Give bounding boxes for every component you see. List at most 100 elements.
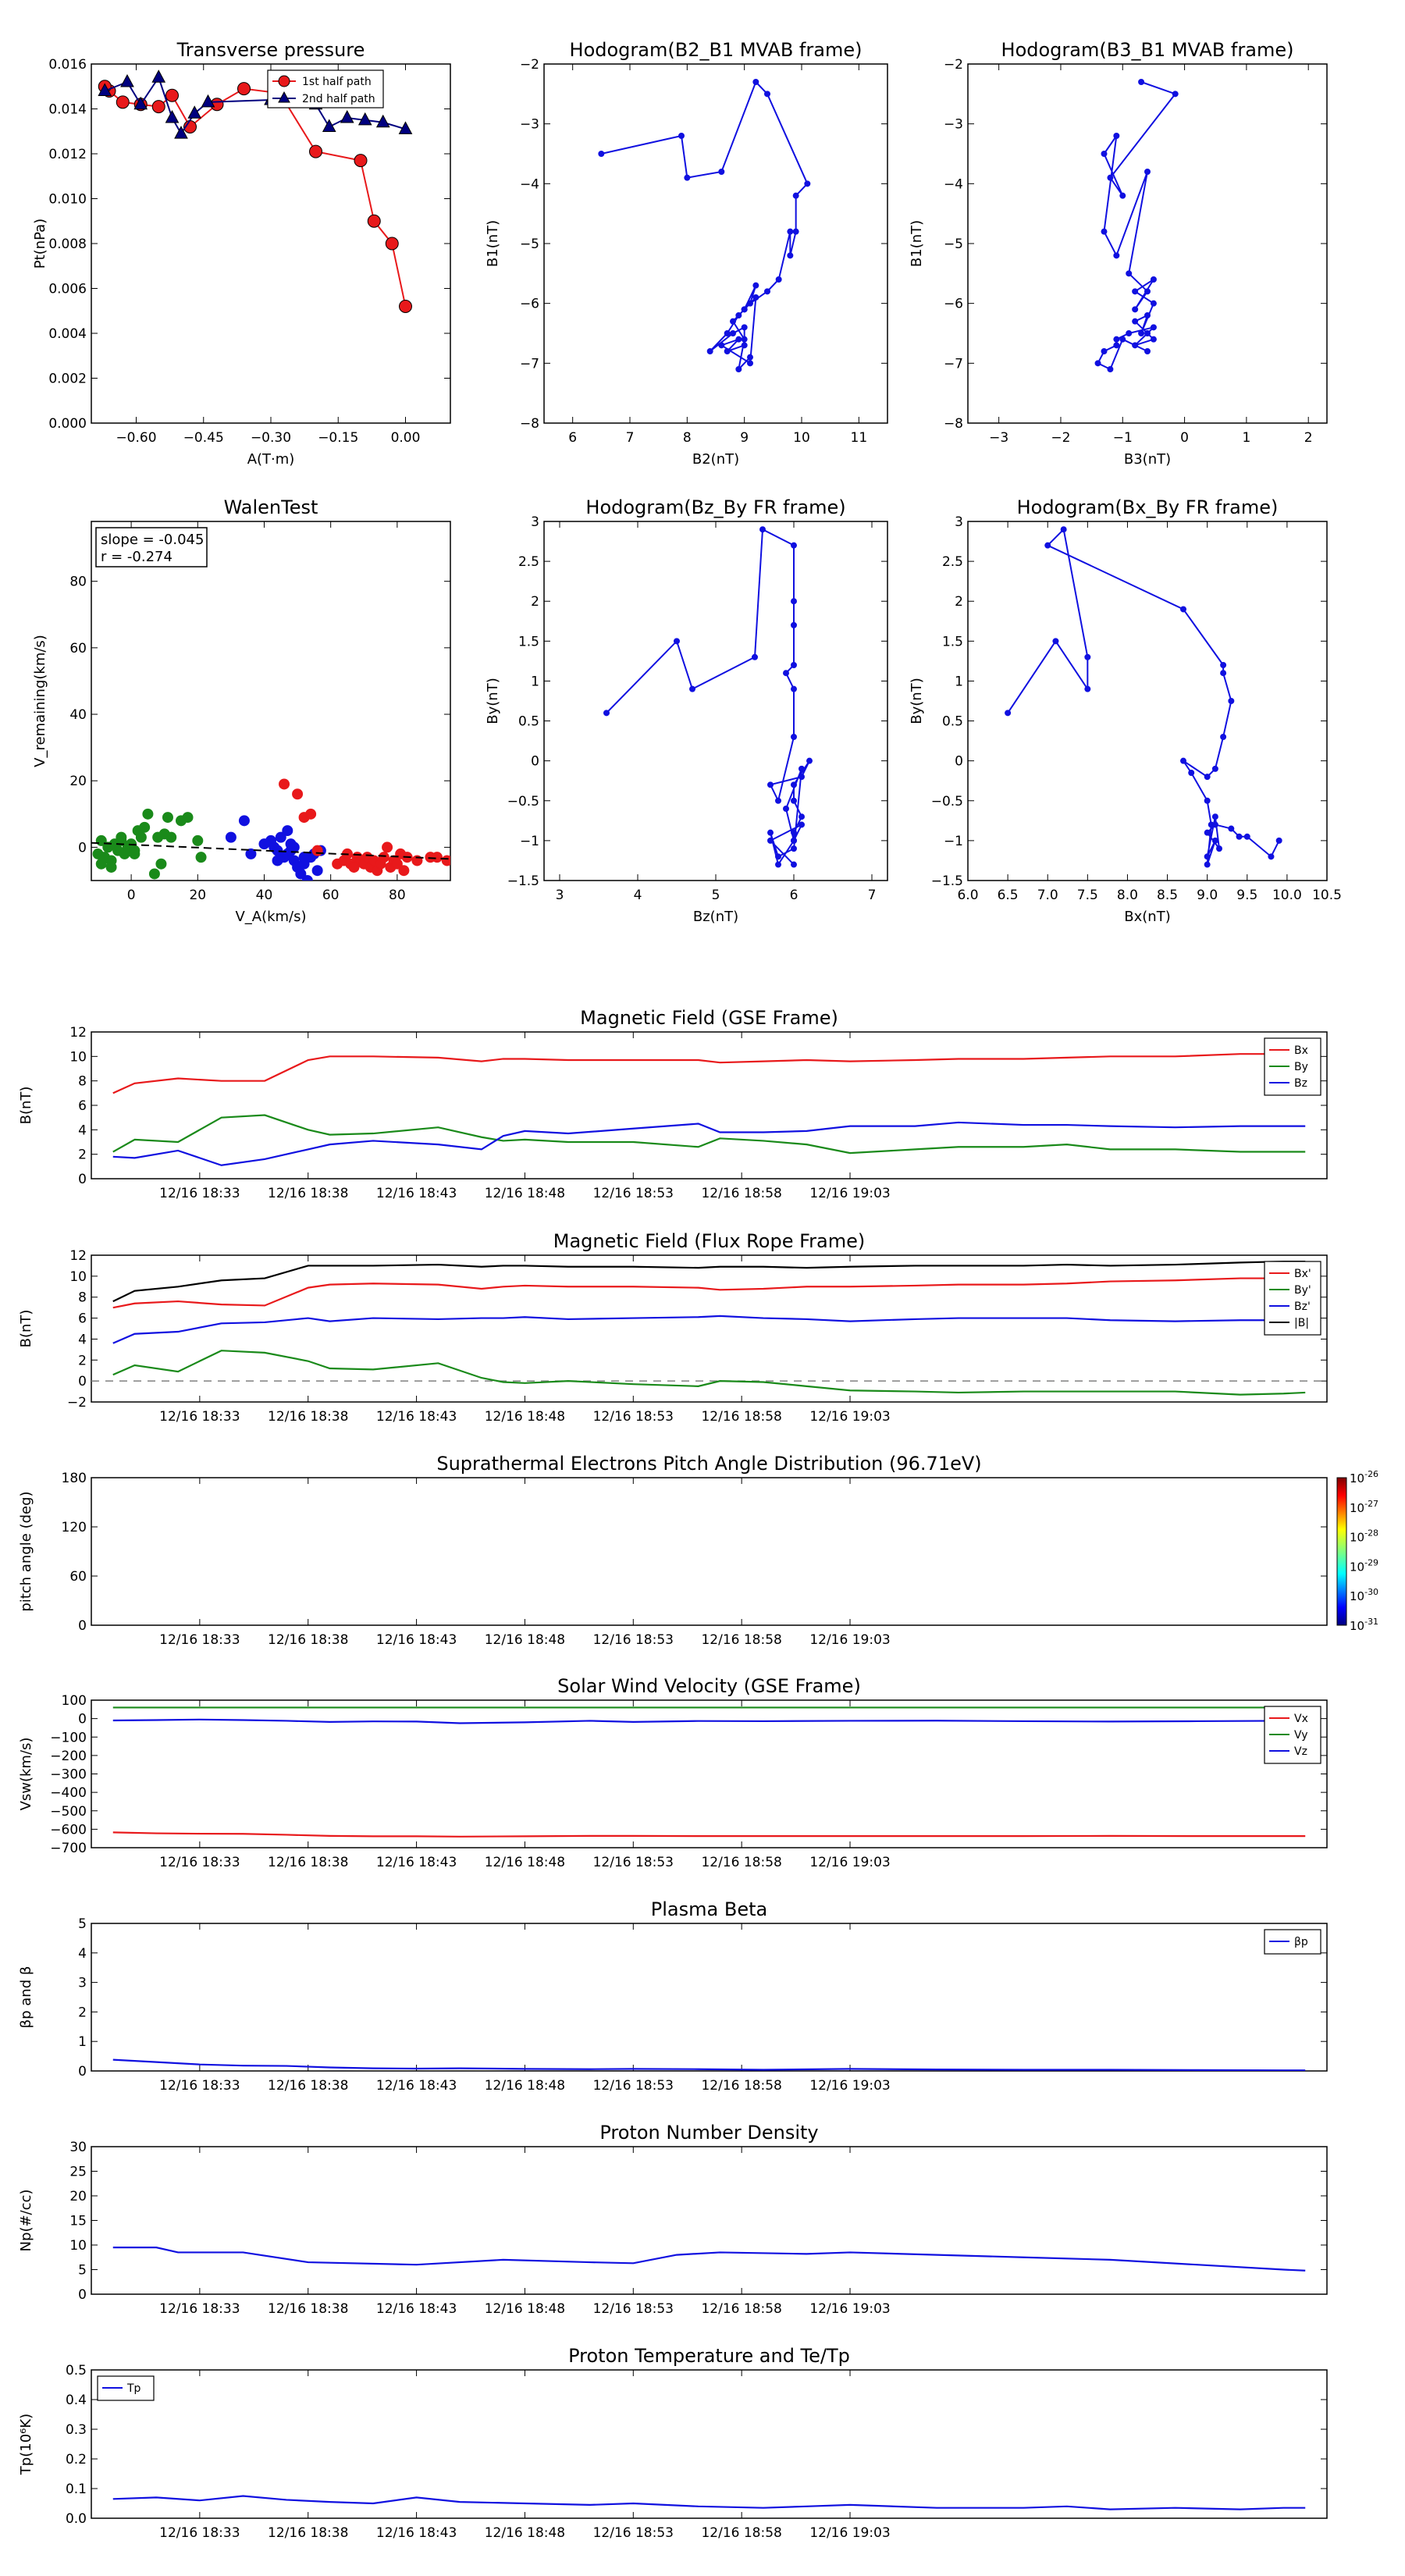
- legend-marker: [278, 91, 290, 103]
- legend-label: Bx': [1294, 1268, 1311, 1280]
- x-tick-label: 12/16 18:53: [593, 1855, 674, 1870]
- data-point: [791, 621, 797, 628]
- x-tick-label: 10.5: [1312, 888, 1342, 903]
- data-point: [1275, 837, 1282, 844]
- x-tick-label: 12/16 19:03: [809, 2525, 890, 2541]
- y-tick-label: 5: [78, 1916, 87, 1932]
- data-point: [1132, 288, 1139, 295]
- legend-label: By': [1294, 1284, 1311, 1297]
- data-point: [1150, 300, 1157, 307]
- data-point: [804, 180, 811, 187]
- x-tick-label: 12/16 18:48: [485, 1409, 565, 1425]
- colorbar-exponent: -29: [1364, 1557, 1378, 1567]
- data-point: [1204, 774, 1211, 781]
- x-tick-label: 12/16 18:33: [159, 1855, 240, 1870]
- data-point: [98, 83, 112, 96]
- x-tick-label: 12/16 18:58: [701, 1632, 781, 1648]
- x-tick-label: 1: [1242, 430, 1250, 446]
- data-point: [787, 252, 794, 259]
- plot-area: [112, 2247, 1306, 2272]
- legend-label: 1st half path: [302, 76, 372, 88]
- data-point: [1211, 821, 1218, 828]
- data-point: [791, 598, 797, 605]
- y-tick-label: −500: [50, 1804, 87, 1820]
- colorbar-tick-label: 10-26: [1350, 1469, 1378, 1485]
- y-tick-label: −0.5: [507, 794, 539, 809]
- data-point: [165, 109, 180, 123]
- legend-label: Tp: [126, 2382, 141, 2395]
- data-point: [791, 662, 797, 668]
- y-tick-label: 60: [69, 1569, 87, 1585]
- data-point: [1228, 698, 1235, 704]
- data-point: [718, 169, 725, 175]
- annotation-slope: slope = -0.045: [101, 532, 204, 548]
- data-point: [367, 214, 381, 228]
- plot-frame: [91, 1923, 1328, 2072]
- x-tick-label: 12/16 18:38: [268, 1186, 348, 1201]
- legend-label: βp: [1294, 1936, 1308, 1948]
- y-tick-label: 60: [69, 641, 87, 656]
- x-tick-label: 6.5: [998, 888, 1019, 903]
- data-point: [791, 845, 797, 852]
- colorbar-exponent: -26: [1364, 1469, 1378, 1479]
- chart-title: Magnetic Field (GSE Frame): [580, 1007, 838, 1029]
- y-tick-label: −700: [50, 1841, 87, 1856]
- colorbar-tick-label: 10-27: [1350, 1499, 1378, 1515]
- x-axis-label: Bx(nT): [1124, 909, 1170, 925]
- data-point: [1113, 342, 1120, 349]
- y-tick-label: 0.002: [48, 372, 87, 387]
- chart-vsw: Solar Wind Velocity (GSE Frame) −700 −600 −…: [18, 1675, 1328, 1870]
- data-point: [1204, 829, 1211, 836]
- x-tick-label: −1: [1113, 430, 1133, 446]
- x-tick-label: 10: [793, 430, 810, 446]
- legend-marker: [278, 75, 290, 87]
- y-tick-label: −600: [50, 1822, 87, 1838]
- y-tick-label: 100: [62, 1693, 87, 1709]
- y-axis-label: B(nT): [18, 1087, 34, 1125]
- data-point: [354, 154, 368, 168]
- data-point: [1172, 91, 1179, 98]
- scatter-point: [301, 875, 313, 881]
- x-tick-label: −0.45: [183, 430, 224, 446]
- x-tick-label: 12/16 19:03: [809, 1632, 890, 1648]
- y-tick-label: −5: [944, 237, 963, 252]
- series-line: [112, 1053, 1306, 1094]
- data-point: [1268, 853, 1275, 860]
- y-axis-label: V_remaining(km/s): [32, 635, 48, 767]
- x-tick-label: 7.0: [1037, 888, 1058, 903]
- y-tick-label: 0.3: [66, 2422, 87, 2438]
- y-tick-label: 0.014: [48, 102, 87, 118]
- legend-label: Vz: [1294, 1745, 1307, 1758]
- y-tick-label: 5: [78, 2263, 87, 2279]
- y-axis-label: βp and β: [18, 1966, 34, 2029]
- data-point: [1144, 169, 1151, 175]
- x-tick-label: 0.00: [391, 430, 421, 446]
- series-line: [112, 2058, 1306, 2071]
- data-point: [1132, 342, 1139, 349]
- x-tick-label: 40: [256, 888, 273, 903]
- y-tick-label: −1: [944, 834, 963, 849]
- data-point: [201, 94, 215, 108]
- data-point: [1113, 252, 1120, 259]
- y-tick-label: 0.010: [48, 192, 87, 208]
- y-tick-label: 0.4: [66, 2393, 87, 2408]
- y-tick-label: 0.0: [66, 2511, 87, 2527]
- x-tick-label: 9.5: [1236, 888, 1257, 903]
- data-point: [689, 685, 695, 692]
- y-tick-label: −3: [944, 117, 963, 133]
- y-tick-label: 0.008: [48, 237, 87, 252]
- data-point: [1150, 336, 1157, 343]
- data-point: [1236, 833, 1243, 840]
- y-tick-label: −6: [520, 297, 539, 312]
- data-point: [1144, 330, 1151, 336]
- y-tick-label: 1.5: [942, 634, 963, 649]
- data-point: [1204, 797, 1211, 804]
- scatter-point: [272, 855, 283, 866]
- scatter-point: [105, 861, 117, 873]
- data-point: [1144, 288, 1151, 295]
- data-point: [1220, 670, 1227, 677]
- data-point: [1138, 79, 1145, 85]
- data-point: [791, 829, 797, 836]
- x-tick-label: 9.0: [1197, 888, 1218, 903]
- data-point: [116, 95, 130, 109]
